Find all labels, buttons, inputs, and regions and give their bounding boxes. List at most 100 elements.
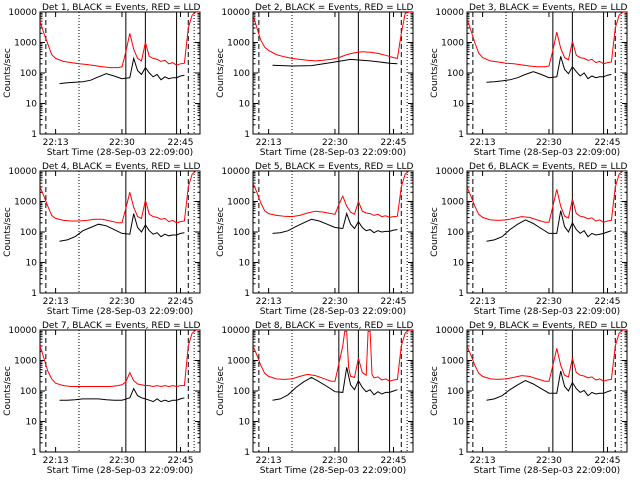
y-axis-label: Counts/sec	[216, 366, 226, 416]
x-tick-label: 22:13	[43, 138, 69, 148]
y-tick-label: 10000	[8, 167, 37, 177]
x-tick-label: 22:13	[256, 297, 282, 307]
x-tick-label: 22:45	[168, 456, 194, 466]
series-line-events	[272, 211, 398, 234]
y-tick-label: 10000	[8, 326, 37, 336]
chart-panel-det1: Det 1, BLACK = Events, RED = LLD 1 10 100 10…	[3, 3, 201, 158]
chart-title: Det 1, BLACK = Events, RED = LLD	[42, 3, 201, 13]
y-tick-label: 1000	[227, 357, 250, 367]
y-tick-label: 100	[233, 387, 250, 397]
y-tick-label: 1	[31, 448, 37, 458]
x-tick-label: 22:30	[109, 138, 135, 148]
series-line-events	[486, 370, 612, 401]
y-tick-label: 1000	[441, 39, 464, 49]
x-axis-label: Start Time (28-Sep-03 22:09:00)	[474, 307, 620, 317]
chart-title: Det 9, BLACK = Events, RED = LLD	[469, 321, 628, 331]
x-tick-label: 22:30	[536, 138, 562, 148]
x-axis-label: Start Time (28-Sep-03 22:09:00)	[47, 466, 193, 476]
y-tick-label: 10	[26, 100, 38, 110]
x-tick-label: 22:30	[322, 297, 348, 307]
series-line-events	[272, 367, 398, 401]
y-tick-label: 10000	[8, 8, 37, 18]
x-tick-label: 22:45	[595, 456, 621, 466]
y-tick-label: 1	[244, 448, 250, 458]
y-tick-label: 1000	[227, 39, 250, 49]
chart-title: Det 5, BLACK = Events, RED = LLD	[255, 162, 414, 172]
plot-area	[253, 12, 413, 134]
plot-frame	[252, 170, 414, 294]
series-line-lld	[467, 330, 627, 382]
plot-area	[467, 12, 627, 134]
y-tick-label: 100	[233, 228, 250, 238]
y-tick-label: 100	[233, 69, 250, 79]
y-axis-label: Counts/sec	[430, 207, 440, 257]
x-tick-label: 22:13	[256, 456, 282, 466]
x-axis-label: Start Time (28-Sep-03 22:09:00)	[47, 307, 193, 317]
plot-area	[467, 330, 627, 452]
y-tick-label: 100	[447, 228, 464, 238]
x-tick-label: 22:13	[470, 456, 496, 466]
plot-area	[253, 171, 413, 293]
chart-panel-det4: Det 4, BLACK = Events, RED = LLD 1 10 100 10…	[3, 162, 201, 317]
chart-title: Det 8, BLACK = Events, RED = LLD	[255, 321, 414, 331]
y-tick-label: 1	[458, 448, 464, 458]
y-axis-label: Counts/sec	[216, 207, 226, 257]
chart-panel-det5: Det 5, BLACK = Events, RED = LLD 1 10 100 10…	[216, 162, 414, 317]
y-tick-label: 1000	[14, 198, 37, 208]
y-tick-label: 10000	[221, 326, 250, 336]
y-tick-label: 1000	[441, 357, 464, 367]
plot-area	[40, 330, 200, 452]
x-tick-label: 22:30	[536, 297, 562, 307]
y-tick-label: 10	[453, 418, 465, 428]
x-axis-label: Start Time (28-Sep-03 22:09:00)	[260, 466, 406, 476]
plot-frame	[39, 329, 201, 453]
y-tick-label: 10	[453, 259, 465, 269]
y-tick-label: 100	[20, 387, 37, 397]
x-tick-label: 22:30	[322, 138, 348, 148]
chart-panel-det9: Det 9, BLACK = Events, RED = LLD 1 10 100 10…	[430, 321, 628, 476]
x-axis-label: Start Time (28-Sep-03 22:09:00)	[47, 148, 193, 158]
series-line-events	[486, 56, 612, 83]
y-tick-label: 1000	[14, 39, 37, 49]
y-tick-label: 1000	[441, 198, 464, 208]
series-line-lld	[40, 12, 200, 69]
plot-area	[40, 171, 200, 293]
chart-panel-det6: Det 6, BLACK = Events, RED = LLD 1 10 100 10…	[430, 162, 628, 317]
plot-frame	[39, 11, 201, 135]
x-tick-label: 22:30	[536, 456, 562, 466]
x-tick-label: 22:13	[43, 297, 69, 307]
y-tick-label: 10	[239, 100, 251, 110]
plot-frame	[252, 11, 414, 135]
y-axis-label: Counts/sec	[430, 366, 440, 416]
chart-panel-det3: Det 3, BLACK = Events, RED = LLD 1 10 100 10…	[430, 3, 628, 158]
x-tick-label: 22:13	[470, 138, 496, 148]
y-axis-label: Counts/sec	[3, 48, 13, 98]
series-line-lld	[467, 171, 627, 223]
x-tick-label: 22:45	[168, 138, 194, 148]
y-tick-label: 1	[31, 289, 37, 299]
y-axis-label: Counts/sec	[3, 207, 13, 257]
x-tick-label: 22:45	[381, 456, 407, 466]
x-tick-label: 22:45	[381, 138, 407, 148]
plot-frame	[466, 329, 628, 453]
series-line-lld	[40, 330, 200, 388]
x-axis-label: Start Time (28-Sep-03 22:09:00)	[260, 148, 406, 158]
y-tick-label: 10000	[221, 167, 250, 177]
chart-title: Det 7, BLACK = Events, RED = LLD	[42, 321, 201, 331]
x-axis-label: Start Time (28-Sep-03 22:09:00)	[474, 148, 620, 158]
series-line-events	[59, 56, 185, 85]
x-tick-label: 22:30	[322, 456, 348, 466]
x-tick-label: 22:45	[168, 297, 194, 307]
plot-area	[40, 12, 200, 134]
plot-area	[253, 330, 413, 452]
y-tick-label: 10	[239, 418, 251, 428]
y-tick-label: 10000	[435, 326, 464, 336]
y-tick-label: 100	[447, 69, 464, 79]
series-line-events	[59, 213, 185, 242]
chart-panel-det2: Det 2, BLACK = Events, RED = LLD 1 10 100 10…	[216, 3, 414, 158]
y-tick-label: 1000	[14, 357, 37, 367]
series-line-events	[59, 387, 185, 403]
y-tick-label: 100	[20, 69, 37, 79]
